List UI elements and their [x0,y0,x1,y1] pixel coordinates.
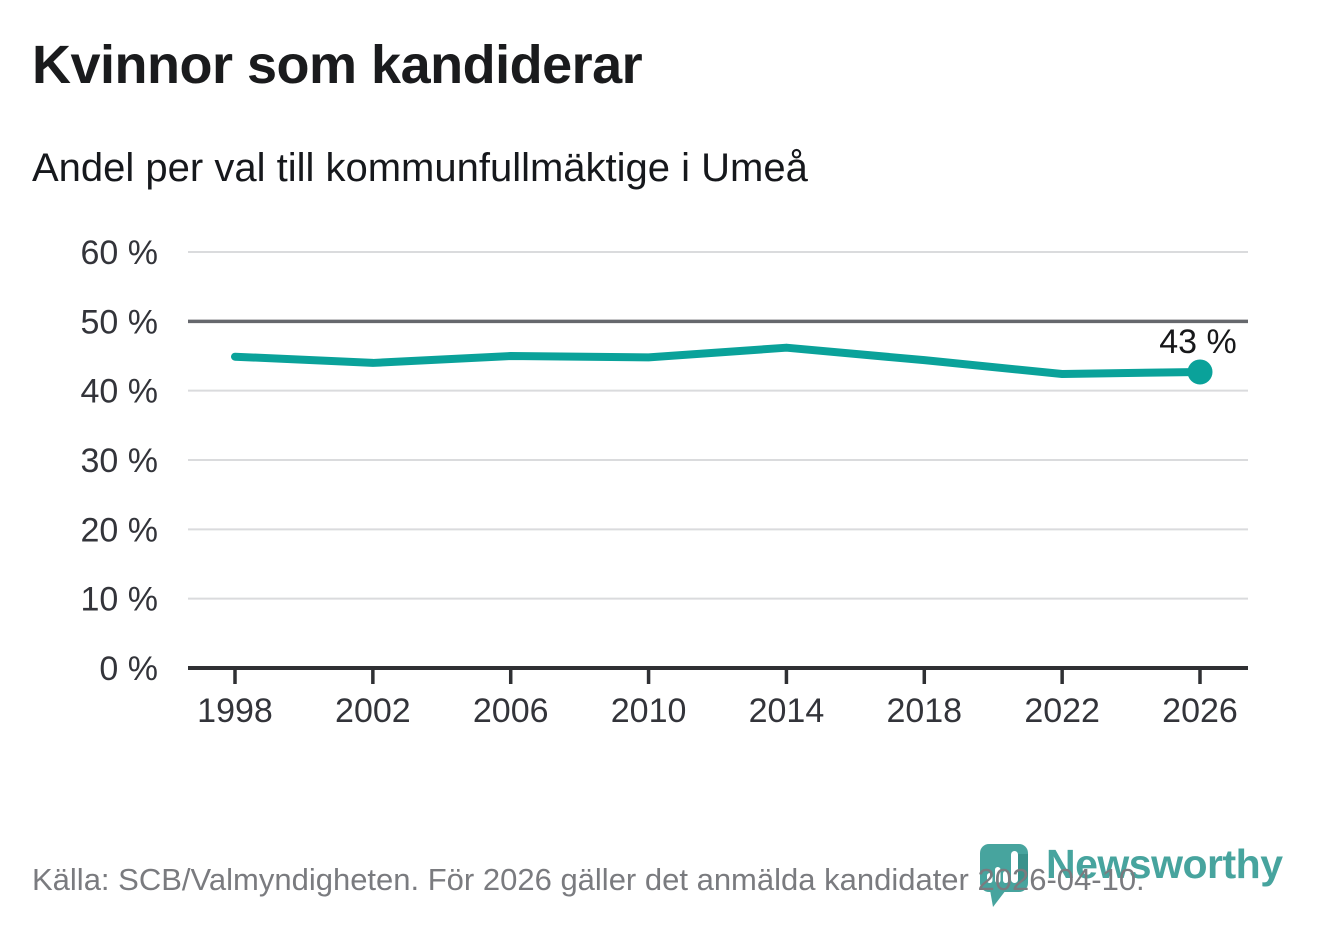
y-axis-tick-label: 0 % [99,650,158,688]
x-axis-tick-label: 2010 [611,692,687,730]
y-axis-tick-label: 50 % [81,303,159,341]
x-axis-tick-label: 2002 [335,692,411,730]
x-axis-tick-label: 2018 [886,692,962,730]
data-line-women-candidates [231,343,1204,379]
y-axis-tick-label: 20 % [81,511,159,549]
newsworthy-logo: Newsworthy [978,841,1283,908]
x-axis-tick-label: 2026 [1162,692,1238,730]
chart-subtitle: Andel per val till kommunfullmäktige i U… [32,146,808,190]
newsworthy-pin-bar-chart-icon [980,844,1029,907]
end-point-value-label: 43 % [1159,323,1237,361]
source-note: Källa: SCB/Valmyndigheten. För 2026 gäll… [32,862,1145,897]
page-title: Kvinnor som kandiderar [32,35,643,95]
y-axis-tick-label: 10 % [81,581,159,619]
y-axis-tick-label: 30 % [81,442,159,480]
x-axis-tick-label: 1998 [197,692,273,730]
x-axis-tick-label: 2006 [473,692,549,730]
y-axis-tick-label: 60 % [81,234,159,272]
end-point-marker [1187,359,1213,385]
x-axis-tick-label: 2014 [749,692,825,730]
x-axis-tick-label: 2022 [1024,692,1100,730]
y-axis-tick-label: 40 % [81,373,159,411]
newsworthy-wordmark: Newsworthy [1046,841,1283,887]
